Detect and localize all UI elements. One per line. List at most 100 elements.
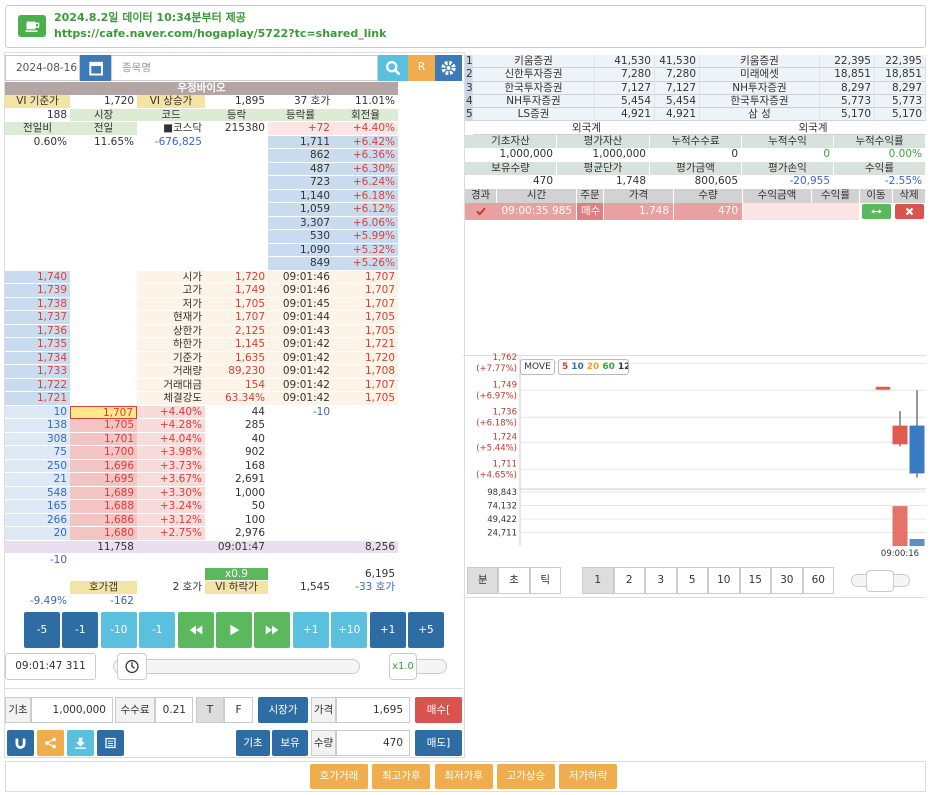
trade-header: 수익률 — [812, 189, 860, 203]
period-button[interactable]: 3 — [645, 567, 677, 594]
unit-button[interactable]: 초 — [498, 567, 530, 594]
price-input[interactable]: 1,695 — [336, 697, 410, 723]
book-cell: 기준가 — [137, 351, 205, 365]
tool-button[interactable] — [7, 730, 34, 756]
base-button[interactable]: 기초 — [236, 730, 270, 756]
base-input[interactable]: 1,000,000 — [31, 697, 113, 723]
book-cell: 3,307 — [268, 216, 333, 230]
period-button[interactable]: 5 — [676, 567, 708, 594]
book-cell: 0.60% — [5, 136, 70, 149]
play-button[interactable] — [177, 612, 214, 648]
mode-button[interactable]: 고가상승 — [496, 764, 555, 789]
calendar-button[interactable] — [80, 55, 111, 81]
period-button[interactable]: 10 — [708, 567, 740, 594]
broker-cell: 4,921 — [595, 108, 655, 122]
move-toggle[interactable]: MOVE — [520, 359, 555, 375]
period-button[interactable]: 15 — [739, 567, 771, 594]
broker-cell: 41,530 — [655, 55, 700, 69]
buy-button[interactable]: 매수[ — [415, 697, 462, 723]
speed-display[interactable]: x1.0 — [389, 653, 417, 680]
book-cell: 1,707 — [70, 405, 137, 419]
hold-button[interactable]: 보유 — [272, 730, 308, 756]
divider — [5, 688, 463, 689]
step-back-button[interactable]: -1 — [62, 612, 99, 648]
tool-button[interactable] — [37, 730, 64, 756]
sell-button[interactable]: 매도] — [415, 730, 462, 756]
toggle-t[interactable]: T — [196, 697, 224, 723]
fee-input[interactable]: 0.21 — [155, 697, 193, 723]
play-button[interactable] — [254, 612, 291, 648]
book-cell: 09:01:46 — [268, 284, 333, 298]
book-cell: 1,708 — [333, 365, 398, 379]
refresh-button[interactable]: R — [408, 55, 435, 81]
qty-input[interactable]: 470 — [336, 730, 410, 756]
icon-shape — [230, 624, 240, 636]
play-button[interactable] — [216, 612, 252, 648]
book-cell: 09:01:42 — [268, 351, 333, 365]
book-cell: 회전율 — [333, 108, 398, 122]
book-cell: 1,749 — [205, 284, 268, 298]
step-forward-button[interactable]: +5 — [408, 612, 444, 648]
tool-button[interactable] — [67, 730, 94, 756]
unit-button[interactable]: 분 — [467, 567, 499, 594]
book-cell: +3.12% — [137, 513, 205, 527]
book-cell: 1,635 — [205, 351, 268, 365]
banner-link[interactable]: https://cafe.naver.com/hogaplay/5722?tc=… — [54, 27, 387, 40]
broker-cell: 5,170 — [820, 108, 875, 122]
step-forward-button[interactable]: +10 — [331, 612, 368, 648]
ma-toggle[interactable]: 5102060120 — [558, 359, 629, 375]
mode-button[interactable]: 최저가후 — [434, 764, 493, 789]
period-button[interactable]: 30 — [771, 567, 803, 594]
move-button[interactable] — [862, 204, 891, 219]
book-cell: 11.65% — [70, 136, 137, 149]
book-cell: +4.04% — [137, 432, 205, 446]
book-cell: 1,701 — [70, 432, 137, 446]
toggle-f[interactable]: F — [224, 697, 253, 723]
tool-button[interactable] — [97, 730, 124, 756]
book-cell: +4.40% — [333, 122, 398, 136]
date-input[interactable]: 2024-08-16 — [5, 55, 80, 81]
step-forward-button[interactable]: +1 — [369, 612, 406, 648]
settings-button[interactable] — [435, 55, 462, 81]
period-button[interactable]: 2 — [613, 567, 645, 594]
icon — [15, 738, 26, 749]
mode-button[interactable]: 최고가후 — [372, 764, 431, 789]
icon-shape — [266, 625, 273, 635]
book-cell: 거래량 — [137, 365, 205, 379]
slider-knob[interactable] — [117, 653, 147, 680]
book-cell: 250 — [5, 459, 70, 473]
zoom-knob[interactable] — [866, 570, 894, 592]
time-slider[interactable] — [113, 659, 360, 674]
period-button[interactable]: 60 — [802, 567, 834, 594]
step-back-button[interactable]: -5 — [24, 612, 60, 648]
book-cell: 거래대금 — [137, 378, 205, 392]
book-cell: 1,705 — [205, 297, 268, 311]
icon-shape — [394, 69, 401, 76]
step-back-button[interactable]: -1 — [139, 612, 176, 648]
mode-button[interactable]: 저가하락 — [559, 764, 618, 789]
icon-shape — [905, 207, 914, 216]
book-cell: -676,825 — [137, 136, 205, 149]
unit-button[interactable]: 틱 — [529, 567, 561, 594]
account-value: 1,748 — [557, 175, 650, 189]
step-forward-button[interactable]: +1 — [292, 612, 329, 648]
book-cell: 시장 — [70, 108, 137, 122]
mode-button[interactable]: 호가거래 — [310, 764, 368, 789]
book-cell: 전일비 — [5, 122, 70, 136]
icon-shape — [446, 66, 451, 70]
book-cell: 전일 — [70, 122, 137, 136]
name-input[interactable]: 종목명 — [111, 55, 378, 81]
book-cell: 487 — [268, 162, 333, 176]
broker-cell: NH투자증권 — [700, 81, 820, 95]
book-cell: 1,700 — [70, 446, 137, 460]
delete-button[interactable] — [895, 204, 924, 219]
period-button[interactable]: 1 — [582, 567, 614, 594]
market-button[interactable]: 시장가 — [258, 697, 308, 723]
book-cell: 1,720 — [333, 351, 398, 365]
book-cell: 138 — [5, 419, 70, 433]
book-cell: 1,895 — [205, 95, 268, 109]
broker-cell: 1 — [465, 55, 473, 69]
step-back-button[interactable]: -10 — [100, 612, 137, 648]
search-button[interactable] — [378, 55, 408, 81]
icon — [45, 737, 56, 749]
